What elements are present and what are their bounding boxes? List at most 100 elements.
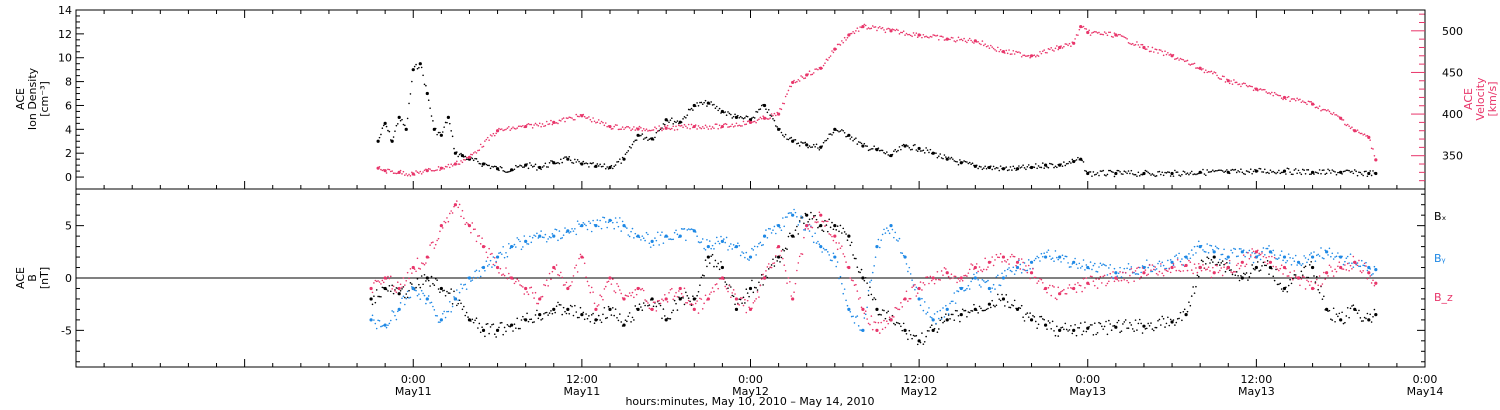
data-point-fill: [925, 35, 927, 38]
data-point-fill: [585, 276, 587, 278]
data-point-fill: [493, 165, 496, 168]
data-point-fill: [700, 101, 703, 104]
data-point-fill: [916, 150, 919, 152]
data-point-fill: [1036, 282, 1038, 284]
data-point: [1170, 260, 1174, 264]
data-point-fill: [1082, 277, 1085, 280]
data-point-fill: [380, 283, 382, 285]
data-point-fill: [914, 335, 916, 337]
data-point: [1240, 276, 1244, 280]
data-point-fill: [1330, 112, 1332, 115]
data-point-fill: [460, 215, 462, 218]
data-point-fill: [850, 241, 853, 244]
data-point-fill: [1034, 163, 1037, 165]
data-point-fill: [753, 245, 756, 248]
data-point-fill: [1332, 258, 1335, 260]
data-point-fill: [994, 259, 996, 261]
data-point: [439, 286, 443, 291]
data-point-fill: [1352, 266, 1355, 268]
data-point-fill: [450, 130, 452, 132]
data-point-fill: [1287, 284, 1290, 287]
data-point-fill: [742, 117, 745, 120]
data-point-fill: [850, 136, 853, 138]
data-point-fill: [685, 116, 687, 119]
data-point-fill: [404, 124, 406, 127]
data-point-fill: [611, 127, 614, 130]
data-point-fill: [1373, 265, 1376, 268]
data-point-fill: [1165, 269, 1168, 272]
data-point-fill: [1033, 54, 1036, 57]
data-point-fill: [493, 333, 496, 336]
data-point-fill: [779, 128, 781, 130]
data-point-fill: [616, 124, 618, 126]
data-point-fill: [1078, 284, 1081, 287]
data-point-fill: [1089, 171, 1092, 173]
data-point-fill: [447, 220, 450, 223]
data-point-fill: [1182, 264, 1185, 266]
data-point-fill: [614, 308, 617, 310]
data-point-fill: [479, 275, 482, 278]
data-point-fill: [971, 41, 974, 43]
data-point-fill: [415, 270, 417, 273]
data-point-fill: [1226, 169, 1228, 171]
data-point-fill: [1192, 254, 1194, 256]
data-point-fill: [1301, 168, 1304, 171]
data-point-fill: [1074, 38, 1076, 40]
data-point-fill: [1183, 60, 1186, 63]
data-point-fill: [1331, 319, 1334, 321]
data-point-fill: [531, 127, 534, 129]
data-point-fill: [937, 328, 940, 330]
data-point-fill: [1084, 269, 1086, 271]
data-point-fill: [1081, 159, 1083, 162]
data-point-fill: [1140, 173, 1142, 176]
data-point-fill: [905, 290, 908, 293]
data-point-fill: [1252, 250, 1255, 253]
data-point-fill: [843, 36, 846, 39]
data-point: [903, 255, 907, 259]
data-point-fill: [975, 309, 978, 312]
data-point-fill: [1296, 172, 1298, 175]
data-point-fill: [517, 280, 520, 282]
data-point-fill: [621, 220, 624, 223]
data-point-fill: [666, 120, 669, 122]
data-point-fill: [1195, 285, 1197, 288]
data-point-fill: [900, 148, 902, 151]
data-point-fill: [925, 313, 927, 315]
data-point-fill: [1266, 262, 1269, 265]
data-point-fill: [642, 127, 645, 130]
data-point-fill: [655, 239, 658, 242]
data-point: [1374, 171, 1378, 176]
data-point-fill: [399, 302, 402, 304]
data-point-fill: [1285, 261, 1287, 264]
data-point-fill: [1152, 329, 1155, 332]
data-point-fill: [448, 301, 451, 303]
data-point-fill: [1337, 315, 1339, 318]
data-point-fill: [877, 321, 880, 324]
data-point-fill: [1251, 85, 1253, 88]
data-point-fill: [1082, 330, 1085, 333]
data-point-fill: [1102, 169, 1105, 172]
data-point: [594, 224, 598, 228]
data-point-fill: [696, 300, 698, 302]
data-point-fill: [479, 331, 482, 334]
data-point-fill: [821, 67, 823, 70]
data-point-fill: [831, 134, 833, 136]
data-point-fill: [1242, 272, 1245, 275]
data-point-fill: [683, 303, 686, 306]
data-point-fill: [1158, 318, 1161, 321]
data-point-fill: [1358, 265, 1360, 268]
data-point-fill: [1129, 321, 1131, 324]
data-point-fill: [1363, 170, 1366, 173]
data-point-fill: [1183, 308, 1186, 311]
data-point-fill: [1204, 174, 1207, 177]
data-point-fill: [1275, 172, 1277, 175]
data-point-fill: [723, 123, 725, 126]
data-point-fill: [682, 228, 684, 230]
data-point-fill: [1345, 315, 1348, 317]
data-point-fill: [638, 236, 641, 239]
data-point-fill: [506, 171, 509, 173]
data-point-fill: [697, 105, 700, 107]
data-point-fill: [902, 30, 905, 32]
data-point-fill: [687, 108, 690, 111]
data-point-fill: [940, 318, 943, 320]
